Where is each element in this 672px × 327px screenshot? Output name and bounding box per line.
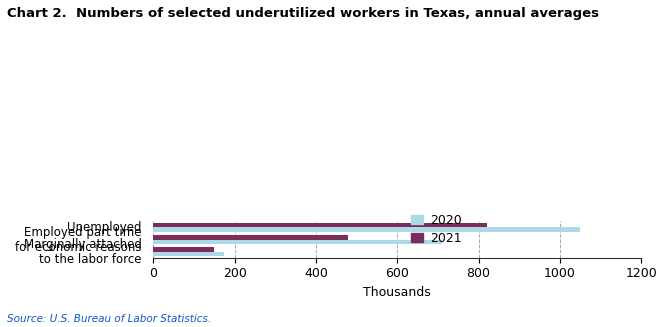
Bar bbox=[153, 240, 442, 244]
Text: Source: U.S. Bureau of Labor Statistics.: Source: U.S. Bureau of Labor Statistics. bbox=[7, 314, 211, 324]
Bar bbox=[153, 223, 487, 228]
Bar bbox=[153, 251, 224, 256]
Legend: 2020, 2021: 2020, 2021 bbox=[406, 209, 466, 250]
Bar bbox=[153, 247, 214, 251]
X-axis label: Thousands: Thousands bbox=[364, 286, 431, 299]
Text: Chart 2.  Numbers of selected underutilized workers in Texas, annual averages: Chart 2. Numbers of selected underutiliz… bbox=[7, 7, 599, 20]
Bar bbox=[153, 228, 580, 232]
Bar bbox=[153, 235, 349, 240]
